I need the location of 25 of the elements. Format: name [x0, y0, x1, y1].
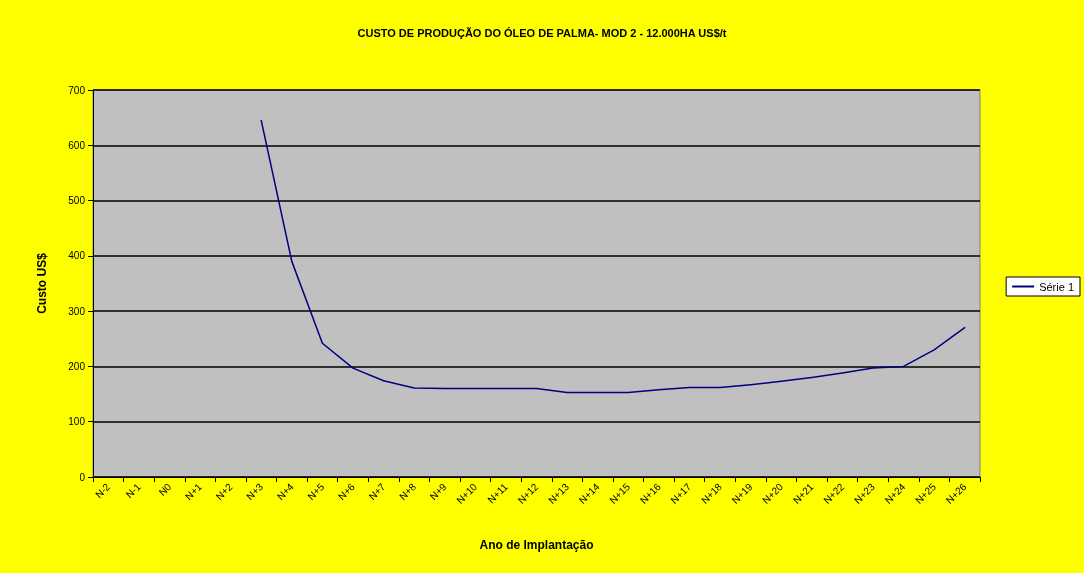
x-tick-label: N+8: [397, 480, 419, 503]
x-axis-title: Ano de Implantação: [479, 538, 594, 552]
y-axis-title: Custo US$: [35, 252, 49, 314]
y-tick-label: 700: [68, 84, 86, 96]
y-tick-label: 400: [68, 250, 86, 262]
x-tick-label: N+1: [183, 480, 205, 503]
chart-title: CUSTO DE PRODUÇÃO DO ÓLEO DE PALMA- MOD 2 - 12.000HA US$/t: [357, 26, 727, 39]
y-tick-label: 500: [68, 195, 86, 207]
line-series: [260, 119, 966, 394]
x-tick-label: N+5: [305, 480, 327, 503]
y-tick-label: 200: [68, 360, 86, 372]
y-tick-label: 300: [68, 305, 86, 317]
y-tick-label: 100: [68, 416, 86, 428]
x-tick-label: N+7: [366, 480, 388, 503]
x-tick-label: N+3: [244, 480, 266, 503]
y-tick-label: 0: [79, 471, 86, 483]
x-tick-label: N-1: [123, 480, 144, 501]
x-tick-label: N+2: [213, 480, 235, 503]
legend-label: Série 1: [1039, 280, 1075, 293]
x-tick-label: N+4: [274, 480, 296, 503]
y-tick-label: 600: [68, 139, 86, 151]
x-tick-label: N+6: [335, 480, 358, 503]
x-tick-label: N-2: [93, 480, 113, 501]
x-tick-label: N+9: [427, 480, 449, 503]
x-tick-label: N0: [156, 480, 174, 498]
